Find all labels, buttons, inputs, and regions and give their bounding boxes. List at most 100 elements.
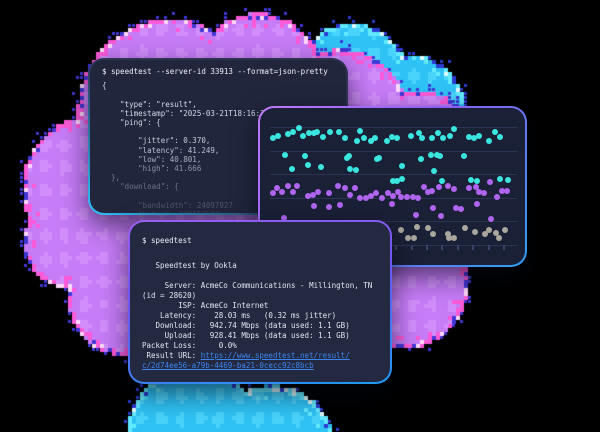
dot [343, 154, 350, 161]
dot [418, 156, 424, 163]
dot [356, 195, 363, 201]
axis-tick [441, 245, 444, 250]
dot [394, 178, 401, 185]
dot [457, 205, 464, 212]
dot [398, 176, 405, 182]
terminal-line: "bandwidth": 24097927 [102, 201, 334, 210]
dot [438, 212, 445, 219]
dot [281, 152, 288, 158]
terminal-line-text: Speedtest by Ookla [142, 261, 237, 270]
axis-tick [472, 245, 475, 250]
terminal-line: "type": "result", [102, 100, 334, 109]
terminal-line [142, 271, 378, 281]
dot [384, 189, 391, 196]
dot [429, 187, 436, 194]
terminal-line: (id = 28620) [142, 291, 378, 301]
dot [299, 132, 306, 139]
terminal-line: "low": 40.801, [102, 155, 334, 164]
dot [314, 189, 321, 196]
terminal-line-text: Packet Loss: 0.0% [142, 341, 237, 350]
dot [326, 128, 333, 135]
dot [363, 194, 370, 201]
axis-tick [456, 245, 459, 250]
dot [302, 152, 309, 159]
result-url-link[interactable]: c/2d74ee56-a79b-4469-ba21-0cecc92c8bcb [142, 361, 314, 370]
dot [486, 137, 493, 144]
dot [269, 189, 276, 196]
gridline [270, 244, 517, 246]
terminal-line: $ speedtest --server-id 33913 --format=j… [102, 67, 334, 76]
dot [481, 190, 487, 197]
dot [415, 130, 422, 137]
dot [383, 138, 390, 145]
terminal-line: $ speedtest [142, 236, 378, 246]
terminal-line-text: "latency": 41.249, [102, 145, 220, 155]
dot [389, 200, 396, 207]
dot [473, 177, 480, 184]
gridline [270, 127, 517, 128]
terminal-line: "jitter": 0.370, [102, 136, 334, 145]
dot [472, 228, 479, 235]
terminal-line-text [102, 90, 107, 99]
dot [394, 135, 401, 141]
terminal-line: Upload: 928.41 Mbps (data used: 1.1 GB) [142, 331, 378, 341]
dot [310, 130, 317, 137]
dot [429, 134, 436, 141]
dot [410, 194, 416, 201]
dot [305, 162, 312, 169]
terminal-line: Download: 942.74 Mbps (data used: 1.1 GB… [142, 321, 378, 331]
dot [437, 152, 444, 159]
dot [284, 183, 291, 190]
dot [475, 189, 482, 196]
dot [397, 226, 404, 233]
terminal-cli-output: $ speedtest Speedtest by Ookla Server: A… [130, 222, 390, 382]
terminal-line: Result URL: https://www.speedtest.net/re… [142, 351, 378, 361]
dot [476, 132, 483, 139]
terminal-line-text [102, 192, 107, 201]
dot [269, 135, 276, 142]
dot [492, 230, 499, 237]
result-url-link[interactable]: https://www.speedtest.net/result/ [200, 351, 350, 360]
dot [305, 130, 312, 137]
dot [451, 125, 458, 132]
dot [428, 152, 435, 158]
dot [414, 194, 421, 201]
dot [412, 212, 419, 219]
terminal-line-text: ISP: AcmeCo Internet [142, 301, 269, 310]
dot [376, 154, 383, 161]
terminal-line: "download": { [102, 182, 334, 191]
dot [429, 204, 436, 211]
dot [336, 202, 343, 208]
dot [461, 153, 468, 160]
terminal-line-text: "timestamp": "2025-03-21T18:16:36Z", [102, 108, 283, 118]
terminal-line-text: $ speedtest [142, 236, 192, 245]
dot [496, 175, 503, 182]
dot [326, 204, 333, 210]
terminal-line: Speedtest by Ookla [142, 261, 378, 271]
dot [352, 167, 359, 174]
dot [486, 226, 493, 233]
dot [320, 134, 327, 141]
dot [440, 135, 447, 142]
dot [465, 134, 472, 140]
dot [290, 129, 297, 136]
dot [310, 192, 317, 199]
dot [318, 164, 325, 171]
dot [418, 135, 425, 141]
dot [403, 193, 410, 200]
dot [461, 225, 468, 232]
dot [371, 135, 378, 141]
dot [394, 189, 401, 196]
terminal-line: Packet Loss: 0.0% [142, 341, 378, 351]
axis-tick [503, 245, 505, 250]
dot [445, 183, 452, 189]
terminal-line: c/2d74ee56-a79b-4469-ba21-0cecc92c8bcb [142, 361, 378, 371]
terminal-line-text: "bandwidth": 24097927 [102, 200, 233, 210]
dot [405, 235, 411, 242]
dot [280, 214, 287, 221]
dot [421, 184, 427, 191]
dot [486, 179, 493, 186]
gridline [270, 221, 517, 222]
dot [368, 137, 375, 144]
dot [481, 231, 488, 237]
